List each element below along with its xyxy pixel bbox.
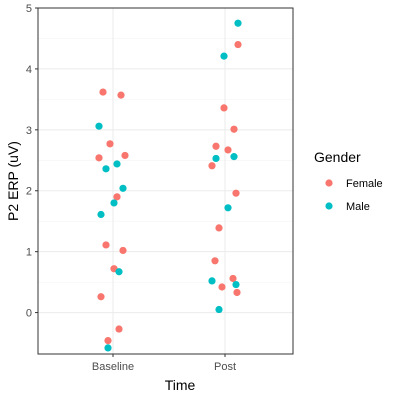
point-male bbox=[212, 154, 220, 163]
legend-label-male: Male bbox=[346, 201, 370, 213]
point-female bbox=[97, 293, 105, 301]
y-tick-label: 4 bbox=[26, 64, 32, 76]
point-female bbox=[208, 162, 216, 170]
legend-key-female bbox=[325, 179, 333, 187]
y-tick-label: 5 bbox=[26, 3, 32, 15]
point-female bbox=[99, 88, 107, 96]
point-female bbox=[119, 246, 127, 255]
point-male bbox=[230, 153, 238, 161]
point-female bbox=[212, 142, 220, 150]
point-female bbox=[115, 325, 123, 333]
point-female bbox=[215, 224, 223, 232]
data-points bbox=[95, 19, 242, 352]
point-male bbox=[215, 305, 223, 314]
legend-title: Gender bbox=[314, 149, 361, 165]
y-tick-label: 0 bbox=[26, 308, 32, 320]
point-female bbox=[121, 151, 129, 160]
point-female bbox=[232, 189, 240, 197]
y-axis-title: P2 ERP (uV) bbox=[5, 141, 21, 221]
x-tick-label: Baseline bbox=[92, 361, 134, 373]
point-male bbox=[234, 19, 242, 27]
point-male bbox=[115, 268, 123, 276]
point-female bbox=[95, 154, 103, 162]
point-female bbox=[106, 140, 114, 148]
point-male bbox=[113, 160, 121, 168]
y-tick-label: 2 bbox=[26, 186, 32, 198]
point-female bbox=[224, 146, 232, 154]
legend-key-male bbox=[325, 202, 333, 210]
x-axis-title: Time bbox=[165, 377, 196, 393]
point-male bbox=[220, 52, 228, 60]
point-female bbox=[218, 283, 226, 291]
point-female bbox=[230, 125, 238, 133]
point-female bbox=[220, 104, 228, 112]
y-tick-label: 1 bbox=[26, 247, 32, 259]
point-female bbox=[233, 288, 241, 297]
legend: Gender Female Male bbox=[314, 149, 383, 213]
point-female bbox=[211, 257, 219, 265]
point-female bbox=[113, 193, 121, 201]
point-male bbox=[104, 344, 112, 352]
point-male bbox=[208, 277, 216, 285]
y-tick-label: 3 bbox=[26, 125, 32, 137]
point-male bbox=[110, 199, 118, 207]
point-female bbox=[104, 336, 112, 345]
point-female bbox=[102, 241, 110, 249]
x-tick-label: Post bbox=[214, 361, 236, 373]
point-female bbox=[234, 40, 242, 49]
point-female bbox=[229, 274, 237, 283]
point-male bbox=[97, 210, 105, 219]
legend-label-female: Female bbox=[346, 178, 383, 190]
axes: 0 1 2 3 4 5 Baseline Post bbox=[26, 3, 236, 373]
panel-border bbox=[37, 7, 294, 355]
point-male bbox=[102, 165, 110, 173]
point-male bbox=[119, 184, 127, 192]
point-male bbox=[95, 122, 103, 130]
point-male bbox=[224, 204, 232, 212]
point-male bbox=[232, 280, 240, 289]
point-female bbox=[117, 91, 125, 99]
